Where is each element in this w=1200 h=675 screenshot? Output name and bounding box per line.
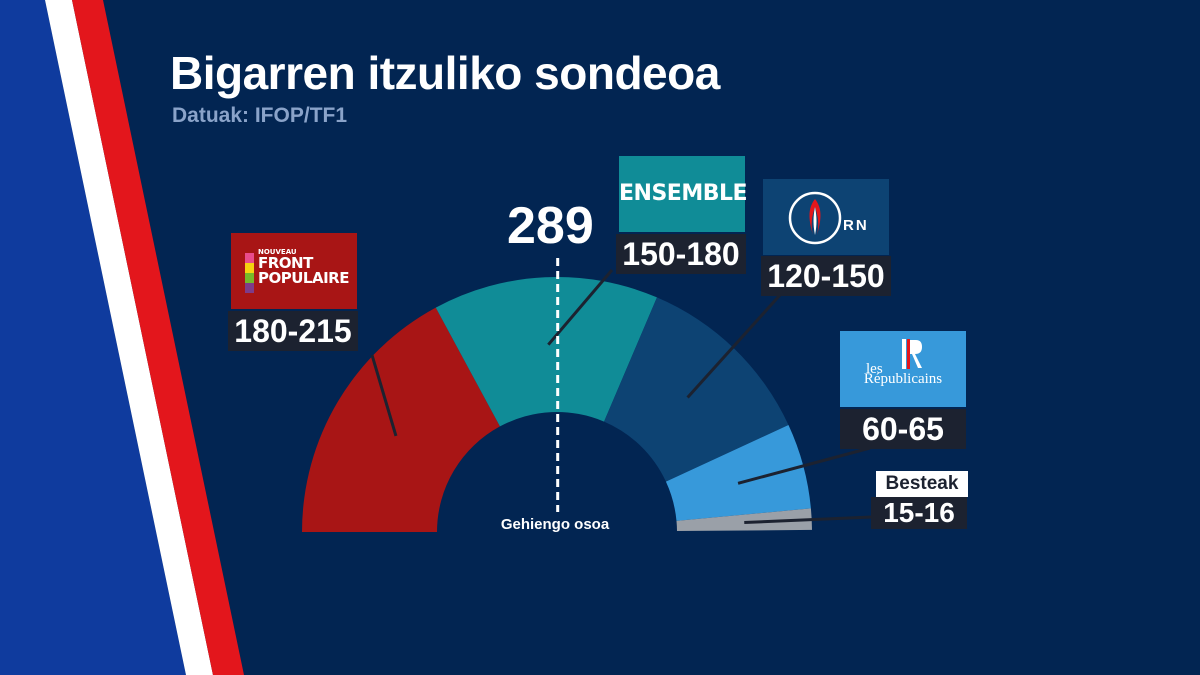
range-label-besteak: 15-16 [871,497,967,529]
rn-flame-icon: RN [788,191,869,245]
leader-line-ensemble [547,269,614,346]
flag-stripe-red [72,0,244,675]
leader-line-besteak [744,515,873,525]
majority-number: 289 [507,197,594,255]
hemicycle-segment-lr [665,425,811,521]
rn-logo-text: RN [843,217,869,234]
hemicycle-segment-ensemble [435,277,657,427]
lr-logo-line2: Républicains [863,371,943,387]
nfp-color-bars [245,253,254,293]
chart-title: Bigarren itzuliko sondeoa [170,47,720,99]
ensemble-logo: ENSEMBLE [619,156,748,232]
lr-mark-icon [902,339,922,369]
leader-line-nfp [370,354,398,437]
french-flag-stripes [0,0,244,675]
range-label-nfp: 180-215 [228,311,358,351]
chart-subtitle: Datuak: IFOP/TF1 [172,104,348,127]
nfp-logo-text: NOUVEAU FRONT POPULAIRE [258,248,349,287]
flag-stripe-white [45,0,213,675]
hemicycle-segment-nfp [302,307,500,532]
range-label-rn: 120-150 [761,256,891,296]
leader-line-lr [737,446,871,485]
hemicycle-segment-besteak [676,508,812,532]
range-label-lr: 60-65 [840,409,966,449]
majority-label: Gehiengo osoa [500,516,610,533]
rn-logo: RN [763,179,889,255]
range-label-ensemble: 150-180 [616,234,746,274]
flag-stripe-blue [0,0,186,675]
lr-logo: les Républicains [840,331,966,407]
leader-line-rn [686,293,782,399]
lr-logo-line1: les [866,361,883,377]
besteak-label: Besteak [876,471,968,497]
nfp-logo: NOUVEAU FRONT POPULAIRE [231,233,357,309]
